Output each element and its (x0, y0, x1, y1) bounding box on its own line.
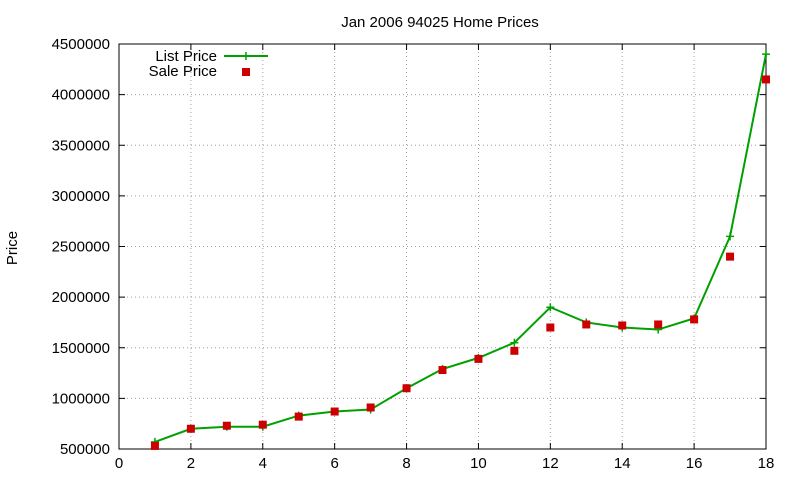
list-price-point (510, 338, 519, 347)
sale-price-point (222, 421, 231, 430)
legend-sample-sale-price-square (242, 68, 250, 76)
sale-price-point (582, 320, 591, 329)
list-price-point (546, 303, 555, 312)
legend: List Price Sale Price (149, 48, 268, 80)
sale-price-point (186, 424, 195, 433)
series-line-list-price (154, 53, 767, 443)
y-tick-label: 1500000 (52, 340, 110, 357)
y-tick-label: 500000 (60, 441, 110, 458)
plot-frame (118, 43, 767, 450)
sale-price-point (690, 315, 699, 324)
y-tick-label: 1000000 (52, 390, 110, 407)
sale-price-point (762, 75, 770, 84)
y-axis-label: Price (4, 231, 21, 265)
x-tick-label: 4 (259, 455, 267, 472)
sale-price-point (618, 321, 627, 330)
sale-price-point (150, 441, 159, 450)
x-tick-label: 10 (470, 455, 487, 472)
x-tick-label: 12 (542, 455, 559, 472)
grid-layer (119, 44, 766, 449)
x-tick-label: 8 (402, 455, 410, 472)
sale-price-point (294, 412, 303, 421)
x-tick-label: 0 (115, 455, 123, 472)
y-tick-label: 3500000 (52, 137, 110, 154)
y-tick-label: 4500000 (52, 36, 110, 53)
legend-label-sale-price: Sale Price (149, 63, 217, 80)
chart-title: Jan 2006 94025 Home Prices (341, 14, 539, 31)
sale-price-point (258, 420, 267, 429)
sale-price-point (654, 320, 663, 329)
series-layer (150, 50, 770, 450)
y-tick-label: 2500000 (52, 239, 110, 256)
sale-price-point (510, 346, 519, 355)
x-tick-label: 18 (758, 455, 775, 472)
sale-price-point (546, 323, 555, 332)
y-tick-label: 3000000 (52, 188, 110, 205)
list-price-point (726, 232, 735, 241)
sale-price-point (402, 384, 411, 393)
x-tick-label: 6 (330, 455, 338, 472)
x-tick-label: 2 (187, 455, 195, 472)
x-tick-label: 16 (686, 455, 703, 472)
y-tick-label: 4000000 (52, 87, 110, 104)
sale-price-point (726, 252, 735, 261)
sale-price-point (438, 366, 447, 375)
x-tick-label: 14 (614, 455, 631, 472)
sale-price-point (474, 354, 483, 363)
legend-label-list-price: List Price (155, 48, 217, 65)
list-price-point (762, 50, 770, 59)
sale-price-point (330, 407, 339, 416)
axes-layer (118, 43, 767, 450)
ticks-layer: 0 2 4 6 8 10 12 14 16 18 500000 1000000 1500000 20000… (52, 36, 775, 472)
y-tick-label: 2000000 (52, 289, 110, 306)
sale-price-point (366, 403, 375, 412)
